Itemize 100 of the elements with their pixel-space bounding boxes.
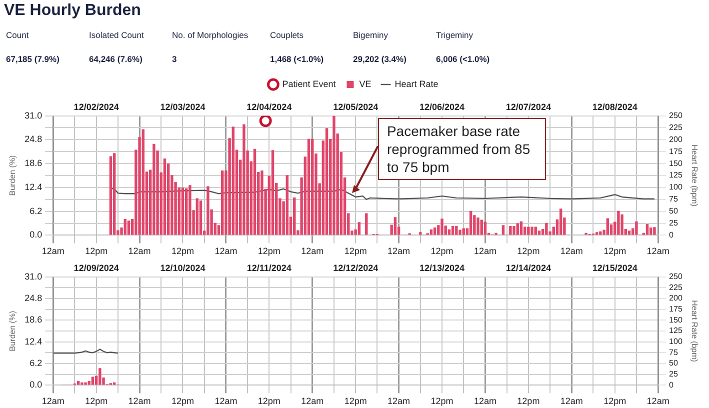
bar [199,200,202,235]
bar [206,186,210,235]
bar [184,188,188,235]
y-axis-title: Burden (%) [8,310,18,352]
y2-tick-label: 75 [669,348,678,357]
x2-tick-label: 12/05/2024 [333,102,378,112]
y2-axis-title: Heart Rate (bpm) [690,144,699,207]
y2-axis-title: Heart Rate (bpm) [690,300,699,362]
y-tick-label: 31.0 [24,271,42,282]
x-tick-label: 12pm [517,396,540,406]
y2-tick-label: 200 [669,294,683,303]
x2-tick-label: 12/04/2024 [246,102,292,112]
x2-tick-label: 12/03/2024 [160,102,206,112]
bar [253,148,256,235]
y2-tick-label: 0 [669,380,674,390]
x2-tick-label: 12/13/2024 [419,262,465,273]
text: Bigeminy [353,30,389,42]
bar [451,226,454,235]
x-tick-label: 12am [128,246,151,256]
y2-tick-label: 0 [669,230,674,240]
x2-tick-label: 12/09/2024 [74,262,119,273]
x2-tick-label: 12/10/2024 [160,262,206,273]
y-tick-label: 6.2 [30,358,42,368]
x2-tick-label: 12/02/2024 [74,102,119,112]
bar [286,175,289,235]
bar [512,226,516,235]
x-tick-label: 12am [301,246,324,256]
legend-label: VE [359,78,372,89]
x-tick-label: 12pm [604,246,626,256]
y-tick-label: 0.0 [30,230,42,240]
annotation: Pacemaker base rate reprogrammed from 85 to 75 bpm [378,118,546,180]
bar [242,124,246,235]
bar [358,222,361,235]
bar [84,382,87,385]
bar [433,227,436,235]
text: Trigeminy [436,30,474,42]
bar [534,226,537,235]
text: Couplets [270,30,305,42]
y2-tick-label: 150 [669,315,683,324]
bar [606,218,609,235]
bar [530,226,534,235]
bar [325,128,328,235]
bar [502,225,505,235]
legend-label: Heart Rate [394,78,438,89]
x-tick-label: 12am [560,396,583,406]
x-tick-label: 12pm [430,396,454,406]
bar [221,170,224,235]
x-tick-label: 12am [128,396,151,406]
x-tick-label: 12am [214,246,238,256]
bar [98,368,102,385]
x2-tick-label: 12/07/2024 [506,102,551,112]
y2-tick-label: 250 [669,272,683,282]
bar [545,222,548,235]
y-tick-label: 18.6 [24,314,42,325]
bar [455,226,458,235]
x-tick-label: 12am [42,396,64,406]
bar [635,221,638,235]
text: Count [6,30,30,42]
bar [307,138,310,235]
x-tick-label: 12pm [604,396,626,406]
bar [293,197,296,235]
x-tick-label: 12pm [85,246,108,256]
text: 3 [172,54,178,66]
x-tick-label: 12am [474,396,496,406]
x-tick-label: 12pm [258,396,280,406]
bar [311,138,314,235]
y-tick-label: 18.6 [24,158,42,168]
bar [271,150,274,235]
x-tick-label: 12pm [171,396,194,406]
y2-tick-label: 250 [669,111,683,120]
bar [473,215,476,235]
y2-tick-label: 175 [669,146,683,156]
bar [646,224,649,235]
bar [109,156,112,235]
x-tick-label: 12pm [171,246,194,256]
text: 64,246 (7.6%) [89,54,144,66]
y2-tick-label: 50 [669,358,678,368]
bar [80,382,84,385]
text: No. of Morphologies [172,30,250,42]
bar [469,210,472,235]
x-tick-label: 12pm [430,246,454,256]
x-tick-label: 12am [474,246,496,256]
bar [480,220,483,235]
bar [181,187,184,235]
text: VE Hourly Burden [3,1,142,21]
bar [394,217,397,235]
y2-tick-label: 225 [669,282,683,292]
bar [458,230,462,235]
bar [127,220,130,235]
y-tick-label: 24.8 [24,134,42,144]
x-tick-label: 12pm [344,246,367,256]
bar [520,221,523,235]
x-tick-label: 12am [646,246,670,256]
text: 1,468 (<1.0%) [270,54,325,66]
y2-tick-label: 25 [669,218,678,228]
bar [617,210,620,235]
y2-tick-label: 50 [669,206,678,216]
text: 6,006 (<1.0%) [436,54,491,66]
y2-tick-label: 100 [669,337,683,346]
x-tick-label: 12am [301,396,324,406]
